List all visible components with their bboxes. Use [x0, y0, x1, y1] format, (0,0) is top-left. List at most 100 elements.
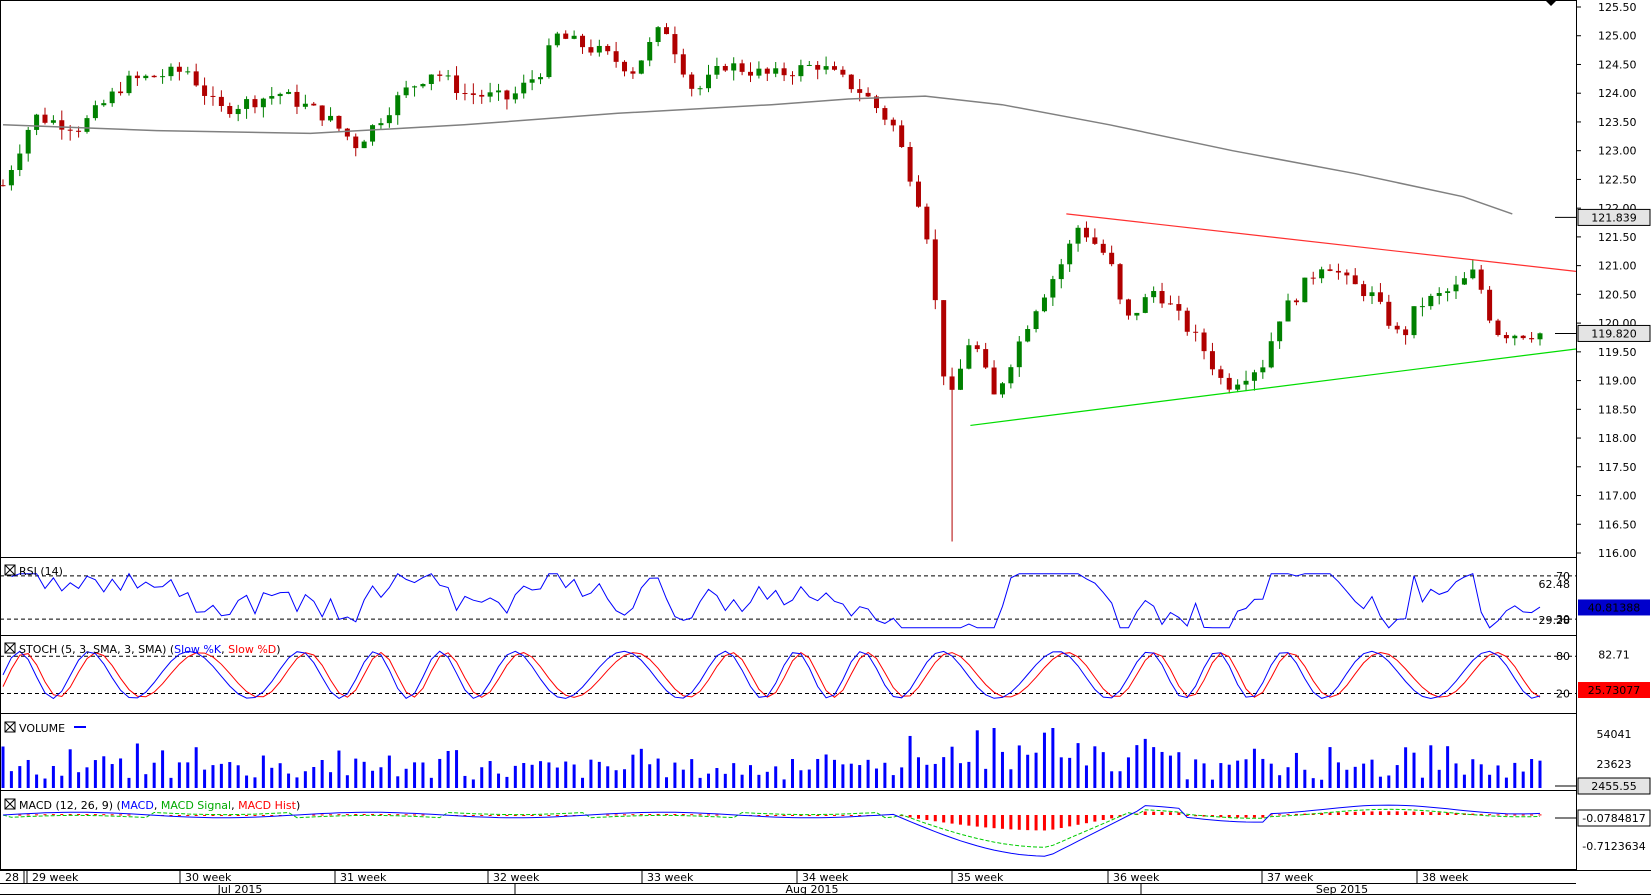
candle-body: [1394, 325, 1400, 330]
candle-body: [496, 90, 502, 93]
volume-bar: [51, 765, 55, 788]
volume-bar: [723, 773, 727, 788]
volume-bar: [841, 764, 845, 788]
week-label: 36 week: [1113, 871, 1160, 884]
macd-hist-bar: [119, 814, 123, 816]
volume-bar: [1513, 762, 1517, 788]
macd-hist-bar: [925, 815, 929, 821]
main-ytick-label: 116.50: [1598, 518, 1637, 531]
main-ytick-label: 117.50: [1598, 461, 1637, 474]
macd-hist-bar: [530, 815, 534, 816]
volume-bar: [337, 750, 341, 788]
stoch-k-legend: Slow %K: [174, 643, 222, 656]
ma-value-badge-text: 121.839: [1591, 211, 1637, 224]
candle-body: [1016, 341, 1022, 368]
volume-bar: [135, 743, 139, 788]
volume-bar: [732, 763, 736, 788]
volume-bar: [1000, 751, 1004, 788]
volume-bar: [1177, 752, 1181, 788]
moving-average-line: [2, 95, 1513, 215]
macd-hist-bar: [261, 815, 265, 816]
rsi-tick-label: 30: [1556, 613, 1570, 626]
candle-body: [739, 63, 745, 72]
candle-body: [286, 91, 292, 94]
macd-hist-bar: [975, 815, 979, 827]
candle-body: [1117, 264, 1123, 300]
candle-body: [1411, 306, 1417, 336]
macd-hist-bar: [1378, 811, 1382, 815]
candle-body: [512, 93, 518, 100]
volume-bar: [1462, 774, 1466, 788]
volume-bar: [757, 774, 761, 788]
stoch-title-text: STOCH (5, 3, SMA, 3, SMA): [19, 643, 166, 656]
macd-hist-bar: [539, 815, 543, 816]
macd-panel: [0, 790, 1577, 870]
volume-bar: [1034, 752, 1038, 788]
volume-bar: [925, 764, 929, 788]
volume-bar: [345, 775, 349, 788]
volume-bar: [77, 772, 81, 788]
macd-hist-bar: [799, 815, 803, 817]
volume-bar: [320, 759, 324, 788]
candle-body: [1235, 384, 1241, 390]
volume-bar: [581, 777, 585, 788]
volume-bar: [1261, 758, 1265, 788]
volume-bar: [245, 775, 249, 788]
macd-hist-bar: [698, 814, 702, 816]
volume-bar: [774, 766, 778, 788]
volume-bar: [1135, 745, 1139, 788]
volume-bar: [749, 765, 753, 788]
volume-bar: [849, 763, 853, 788]
macd-hist-bar: [404, 814, 408, 816]
macd-hist-bar: [992, 815, 996, 829]
main-ytick-label: 121.00: [1598, 260, 1637, 273]
volume-bar: [1336, 762, 1340, 788]
main-ytick-label: 118.00: [1598, 432, 1637, 445]
volume-bar: [194, 747, 198, 788]
volume-bar: [413, 762, 417, 788]
candle-body: [672, 34, 678, 55]
volume-bar: [1219, 763, 1223, 788]
candle-body: [1041, 297, 1047, 312]
volume-bar: [228, 762, 232, 788]
macd-hist-bar: [631, 814, 635, 816]
volume-bar: [824, 754, 828, 788]
volume-bar: [1479, 764, 1483, 788]
candle-body: [882, 108, 888, 120]
candle-body: [1436, 292, 1442, 296]
volume-bar: [1110, 771, 1114, 788]
candle-body: [1327, 269, 1333, 271]
macd-legend-macd: MACD: [121, 799, 154, 812]
candle-body: [1151, 291, 1157, 298]
macd-hist-bar: [1177, 812, 1181, 815]
macd-hist-bar: [1026, 815, 1030, 831]
candle-body: [269, 96, 275, 99]
candle-body: [1487, 289, 1493, 321]
candle-body: [748, 71, 754, 76]
volume-bar: [1101, 752, 1105, 788]
volume-bar: [1026, 754, 1030, 788]
volume-bar: [127, 777, 131, 788]
candle-body: [1335, 270, 1341, 273]
volume-bar: [1194, 759, 1198, 788]
volume-bar: [505, 776, 509, 788]
macd-hist-bar: [186, 815, 190, 816]
volume-bar: [1009, 769, 1013, 788]
volume-bar: [471, 779, 475, 788]
macd-hist-bar: [26, 814, 30, 816]
macd-hist-bar: [228, 815, 232, 817]
macd-hist-bar: [177, 815, 181, 816]
volume-bar: [832, 759, 836, 788]
volume-bar: [950, 746, 954, 788]
candle-body: [789, 75, 795, 77]
volume-bar: [958, 763, 962, 788]
candle-body: [697, 88, 703, 90]
candle-body: [1167, 303, 1173, 305]
main-ytick-label: 123.00: [1598, 145, 1637, 158]
candle-body: [957, 368, 963, 390]
candle-body: [529, 79, 535, 83]
macd-hist-bar: [1530, 814, 1534, 816]
macd-hist-bar: [337, 814, 341, 816]
volume-bar: [371, 770, 375, 788]
volume-bar: [1126, 757, 1130, 788]
